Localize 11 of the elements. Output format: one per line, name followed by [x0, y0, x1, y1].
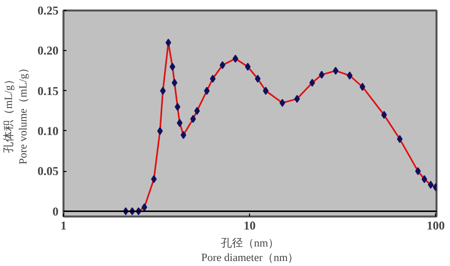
y-tick-label: 0.25 [38, 4, 58, 18]
x-tick-label: 1 [60, 218, 66, 232]
x-tick-label: 100 [426, 218, 445, 232]
x-axis-title: 孔径（nm） Pore diameter（nm） [201, 238, 299, 264]
y-tick-label: 0.15 [38, 84, 58, 98]
y-tick-label: 0 [52, 204, 58, 218]
y-tick-label: 0.20 [38, 44, 58, 58]
x-tick-label: 10 [244, 218, 256, 232]
y-axis-title: 孔体积（mL/g） Pore volume（mL/g） [3, 62, 30, 164]
y-tick-label: 0.05 [38, 164, 58, 178]
y-tick-label: 0.10 [38, 124, 58, 138]
